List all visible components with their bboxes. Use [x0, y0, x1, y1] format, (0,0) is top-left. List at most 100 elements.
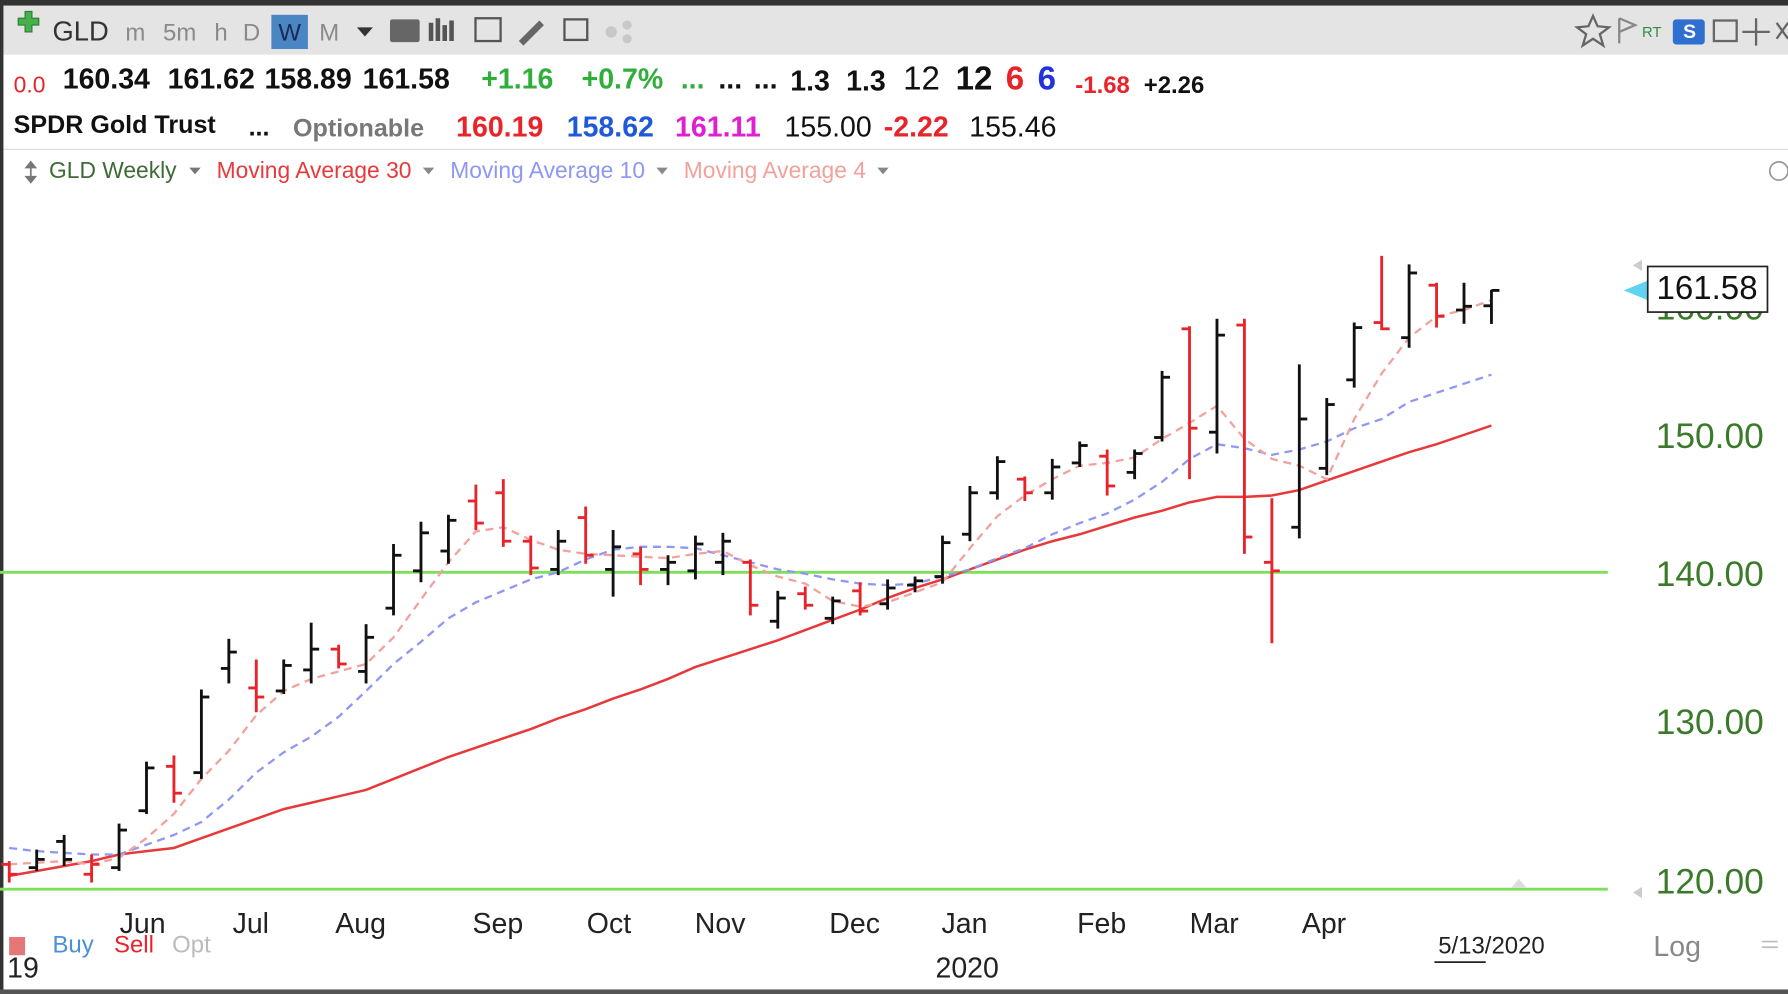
scroll-marker [1632, 886, 1643, 899]
scale-mode[interactable]: Log [1653, 931, 1701, 963]
dropdown[interactable] [656, 167, 668, 175]
quote-value: 1.3 [846, 66, 886, 98]
x-tick-label: Aug [335, 908, 386, 940]
y-tick-label: 120.00 [1656, 863, 1764, 902]
security-name: SPDR Gold Trust [14, 111, 217, 139]
info-value: -2.22 [884, 111, 949, 143]
info-value: 158.62 [567, 111, 654, 143]
info-value: 160.19 [456, 111, 543, 143]
tool-icon[interactable] [518, 20, 544, 46]
x-tick-label: Sep [472, 908, 523, 940]
legend-entry[interactable]: Moving Average 30 [217, 157, 412, 183]
tool-icon[interactable] [563, 18, 589, 42]
quote-value: -1.68 [1075, 72, 1130, 99]
tool-icon[interactable] [605, 26, 617, 38]
close-icon[interactable] [1775, 22, 1788, 40]
sell-button[interactable]: Sell [114, 931, 154, 958]
cursor-date: 5/13/2020 [1438, 933, 1545, 960]
dropdown[interactable] [356, 27, 373, 37]
last-price-arrow [1623, 280, 1649, 301]
quote-value: 161.58 [363, 63, 450, 95]
quote-value: +2.26 [1144, 72, 1205, 99]
watch-icon[interactable] [1574, 13, 1612, 49]
dropdown[interactable] [189, 167, 201, 175]
y-tick-label: 130.00 [1656, 703, 1764, 742]
quote-value: 1.3 [790, 66, 830, 98]
interval[interactable]: D [243, 20, 260, 47]
x-tick-label: Jan [941, 908, 987, 940]
last-price-label: 161.58 [1656, 270, 1757, 307]
opt-button[interactable]: Opt [172, 931, 211, 958]
flag-icon[interactable] [1618, 17, 1639, 44]
x-tick-label: Jul [233, 908, 269, 940]
quote-value: +1.16 [481, 63, 553, 95]
toolbar [0, 5, 1788, 55]
scroll-marker [1632, 259, 1643, 272]
s-badge-bg[interactable] [1672, 19, 1705, 45]
window-icon[interactable] [1712, 19, 1738, 43]
interval[interactable]: m [125, 20, 145, 47]
scale-icon [1761, 940, 1778, 949]
quote-value: 0.0 [14, 72, 46, 98]
rt-badge[interactable]: RT [1642, 25, 1661, 41]
symbol[interactable]: GLD [52, 15, 108, 46]
year-label: 2020 [935, 953, 998, 985]
year-label: 19 [7, 953, 39, 985]
info-value: Optionable [293, 115, 424, 143]
trade-icon[interactable] [9, 937, 26, 956]
scroll-marker [1510, 878, 1527, 888]
buy-button[interactable]: Buy [52, 931, 93, 958]
quote-value: ... [754, 63, 778, 95]
legend-entry[interactable]: Moving Average 10 [450, 157, 645, 183]
tool-icon[interactable] [428, 18, 454, 42]
legend-entry[interactable]: GLD Weekly [49, 157, 177, 183]
add-icon[interactable] [17, 10, 40, 33]
dropdown[interactable] [877, 167, 889, 175]
info-value: 155.00 [785, 111, 872, 143]
x-tick-label: Jun [120, 908, 166, 940]
tool-icon[interactable] [622, 34, 632, 44]
quote-value: 160.34 [63, 63, 150, 95]
dropdown[interactable] [422, 167, 435, 175]
window-border [0, 0, 4, 994]
x-tick-label: Mar [1190, 908, 1240, 940]
window-border [0, 989, 1788, 994]
legend-entry[interactable]: Moving Average 4 [684, 157, 866, 183]
quote-value: 12 [956, 61, 993, 98]
window-border [0, 0, 1788, 6]
tool-icon[interactable] [622, 20, 632, 30]
s-badge[interactable]: S [1683, 21, 1696, 43]
quote-value: 158.89 [265, 63, 352, 95]
settings-icon[interactable] [1768, 161, 1788, 181]
x-tick-label: Dec [829, 908, 880, 940]
x-tick-label: Apr [1302, 908, 1347, 940]
quote-value: +0.7% [582, 63, 664, 95]
drag-handle[interactable] [24, 160, 38, 184]
interval[interactable]: 5m [163, 20, 196, 47]
tool-icon[interactable] [474, 17, 502, 43]
last-price-box [1646, 265, 1769, 313]
quote-value: ... [718, 63, 742, 95]
tool-icon[interactable] [389, 19, 420, 43]
x-tick-label: Oct [587, 908, 631, 940]
interval[interactable]: M [319, 20, 339, 47]
info-value: ... [249, 113, 270, 141]
x-tick-label: Feb [1077, 908, 1126, 940]
move-icon[interactable] [1742, 18, 1770, 46]
y-tick-label: 150.00 [1656, 417, 1764, 456]
interval[interactable]: h [214, 20, 227, 47]
quote-value: 161.62 [168, 63, 255, 95]
quote-value: 6 [1038, 61, 1056, 98]
quote-value: 6 [1006, 61, 1024, 98]
interval-selected[interactable] [271, 14, 308, 50]
x-tick-label: Nov [695, 908, 746, 940]
y-tick-label: 140.00 [1656, 555, 1764, 594]
info-value: 155.46 [969, 111, 1056, 143]
info-value: 161.11 [675, 111, 761, 143]
quote-value: ... [681, 63, 705, 95]
interval[interactable]: W [278, 20, 301, 47]
quote-value: 12 [903, 61, 940, 98]
